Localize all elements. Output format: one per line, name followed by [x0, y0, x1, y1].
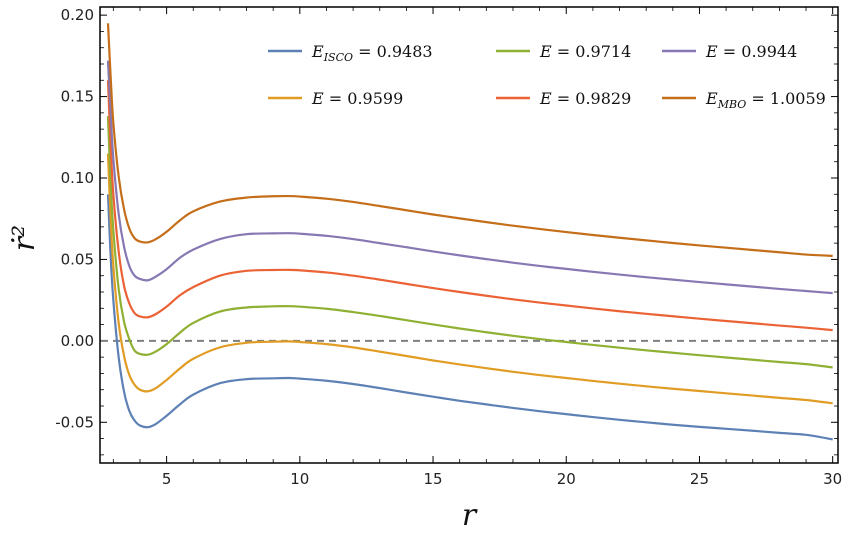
x-tick-label: 15	[423, 470, 442, 488]
legend-entry-5: E = 0.9944	[705, 42, 797, 61]
x-tick-label: 30	[823, 470, 842, 488]
series-line-3	[106, 116, 833, 369]
x-axis-title: r	[462, 498, 478, 533]
legend-entry-3: E = 0.9714	[539, 42, 631, 61]
x-tick-label: 20	[557, 470, 576, 488]
y-tick-label: 0.15	[61, 88, 94, 106]
legend-entry-2: E = 0.9599	[311, 89, 403, 108]
y-tick-label: 0.10	[61, 169, 94, 187]
legend: EISCO = 0.9483 E = 0.9599 E = 0.9714 E = 0.…	[268, 42, 826, 111]
series-line-6	[106, 23, 833, 257]
x-tick-label: 5	[162, 470, 172, 488]
series-line-5	[106, 60, 833, 295]
ticks	[100, 7, 838, 463]
plot-frame	[99, 6, 839, 464]
legend-entry-6: EMBO = 1.0059	[705, 89, 826, 111]
x-tick-label: 25	[690, 470, 709, 488]
series-line-1	[106, 194, 833, 441]
y-axis-title: ṙ²	[7, 225, 42, 251]
tick-labels: 5 10 15 20 25 30 -0.05 0.00 0.05 0.10 0.15 0.20	[55, 6, 842, 488]
y-tick-label: 0.00	[61, 332, 94, 350]
series-lines	[106, 23, 833, 441]
x-tick-label: 10	[290, 470, 309, 488]
y-tick-label: -0.05	[55, 413, 94, 431]
series-line-4	[106, 80, 833, 332]
series-line-2	[106, 153, 833, 405]
legend-entry-1: EISCO = 0.9483	[311, 42, 433, 64]
y-tick-label: 0.05	[61, 250, 94, 268]
y-tick-label: 0.20	[61, 6, 94, 24]
legend-entry-4: E = 0.9829	[539, 89, 631, 108]
